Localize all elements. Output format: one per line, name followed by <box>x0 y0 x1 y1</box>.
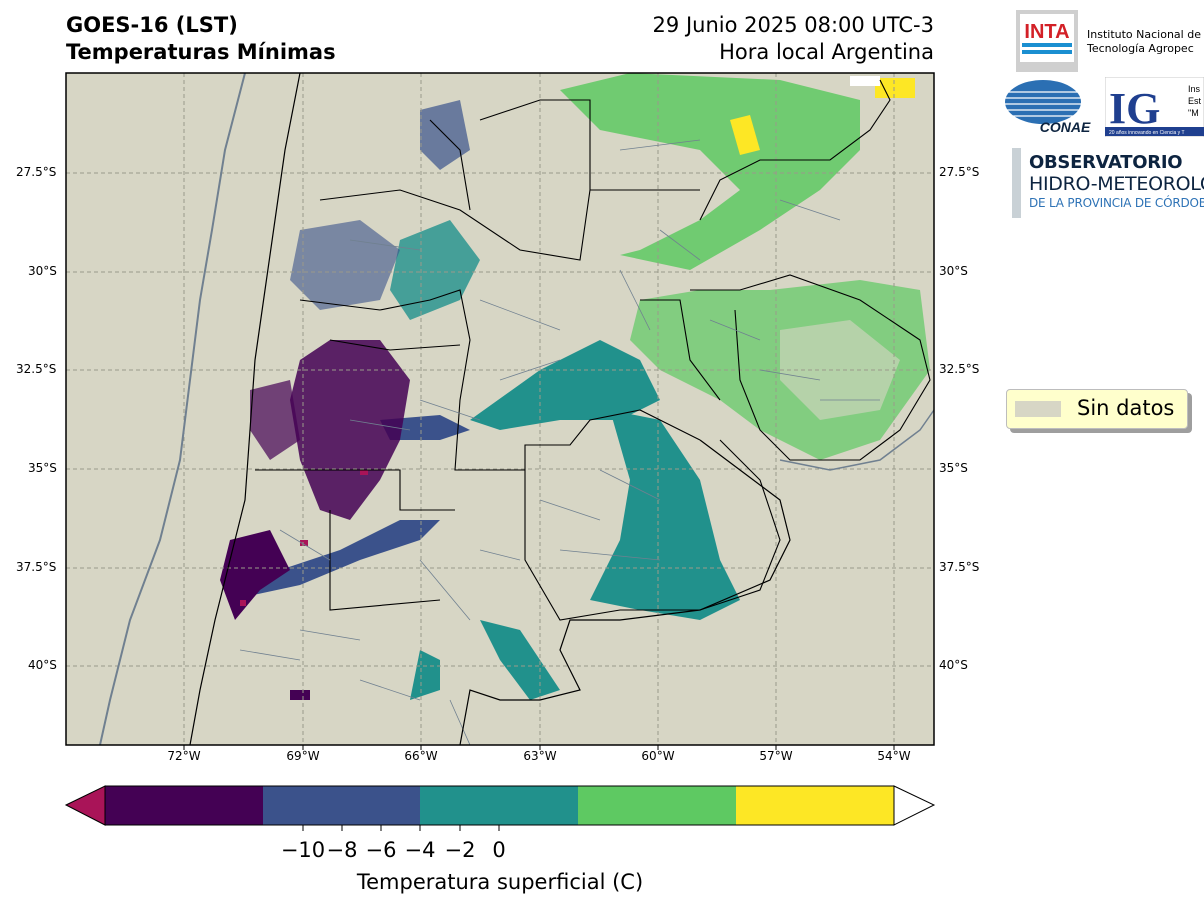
inta-logo: INTA <box>1016 10 1078 72</box>
lon-label: 63°W <box>523 749 557 763</box>
lat-label-left: 27.5°S <box>16 165 57 179</box>
title-line-2: Temperaturas Mínimas <box>66 40 336 64</box>
andes-border <box>189 73 301 745</box>
uruguay-coast <box>779 409 934 471</box>
lat-label-right: 40°S <box>939 658 968 672</box>
lon-label: 57°W <box>759 749 793 763</box>
lat-label-right: 35°S <box>939 461 968 475</box>
inta-mark: INTA <box>1024 21 1069 43</box>
ig-small-3: "M <box>1188 108 1199 118</box>
colorbar-bin <box>578 786 736 825</box>
map-date: 29 Junio 2025 08:00 UTC-3 Hora local Arg… <box>653 12 934 66</box>
colorbar-tick-label: −10 <box>280 838 326 862</box>
conae-mark: CONAE <box>1040 119 1091 135</box>
colorbar-tick-label: −2 <box>444 838 476 862</box>
time-note: Hora local Argentina <box>719 40 934 64</box>
colorbar-bin <box>736 786 894 825</box>
inta-line-2: Tecnología Agropec <box>1087 42 1194 55</box>
province-borders <box>255 79 931 621</box>
lat-label-right: 32.5°S <box>939 362 980 376</box>
lat-label-right: 27.5°S <box>939 165 980 179</box>
atlantic-coast <box>459 439 791 745</box>
lat-label-left: 32.5°S <box>16 362 57 376</box>
observatorio-bar <box>1012 148 1021 218</box>
graticule <box>66 73 934 745</box>
lon-label: 60°W <box>641 749 675 763</box>
chile-coast <box>99 73 246 745</box>
ig-small-2: Est <box>1188 96 1202 106</box>
colorbar-bin <box>105 786 263 825</box>
observatorio-line-1: OBSERVATORIO <box>1029 152 1183 173</box>
colorbar-tick-label: −4 <box>404 838 436 862</box>
map-frame <box>65 72 935 746</box>
observatorio-line-2: HIDRO-METEOROLÓG <box>1029 173 1204 195</box>
no-data-label: Sin datos <box>1077 396 1175 420</box>
colorbar-tick-label: 0 <box>492 838 506 862</box>
no-data-legend: Sin datos <box>1006 389 1188 429</box>
colorbar-under <box>64 785 106 826</box>
lon-label: 72°W <box>167 749 201 763</box>
lon-label: 69°W <box>286 749 320 763</box>
ig-mark: IG <box>1109 84 1160 133</box>
colorbar-tick-label: −6 <box>365 838 397 862</box>
lat-label-right: 30°S <box>939 264 968 278</box>
conae-logo: CONAE <box>1005 80 1091 135</box>
ig-logo: IG Ins Est "M 20 años innovando en Cienc… <box>1105 77 1204 137</box>
colorbar-bin <box>263 786 420 825</box>
colorbar-label: Temperatura superficial (C) <box>356 870 644 894</box>
department-borders <box>239 139 880 745</box>
title-line-1: GOES-16 (LST) <box>66 13 238 37</box>
lon-label: 66°W <box>404 749 438 763</box>
colorbar-tick-label: −8 <box>326 838 358 862</box>
observatorio-line-3: DE LA PROVINCIA DE CÓRDOBA <box>1029 196 1204 210</box>
map-title: GOES-16 (LST) Temperaturas Mínimas <box>66 12 336 66</box>
lat-label-left: 37.5°S <box>16 560 57 574</box>
inta-text: Instituto Nacional de Tecnología Agropec <box>1087 28 1201 56</box>
lat-label-left: 35°S <box>28 461 57 475</box>
date-line: 29 Junio 2025 08:00 UTC-3 <box>652 13 934 37</box>
colorbar <box>64 785 936 831</box>
lat-label-right: 37.5°S <box>939 560 980 574</box>
inta-line-1: Instituto Nacional de <box>1087 28 1201 41</box>
colorbar-over <box>893 785 936 826</box>
lat-label-left: 40°S <box>28 658 57 672</box>
lon-label: 54°W <box>877 749 911 763</box>
no-data-swatch <box>1015 401 1061 417</box>
ig-small-1: Ins <box>1188 84 1201 94</box>
ig-tagline: 20 años innovando en Ciencia y T <box>1109 130 1185 136</box>
lat-label-left: 30°S <box>28 264 57 278</box>
colorbar-bin <box>420 786 578 825</box>
